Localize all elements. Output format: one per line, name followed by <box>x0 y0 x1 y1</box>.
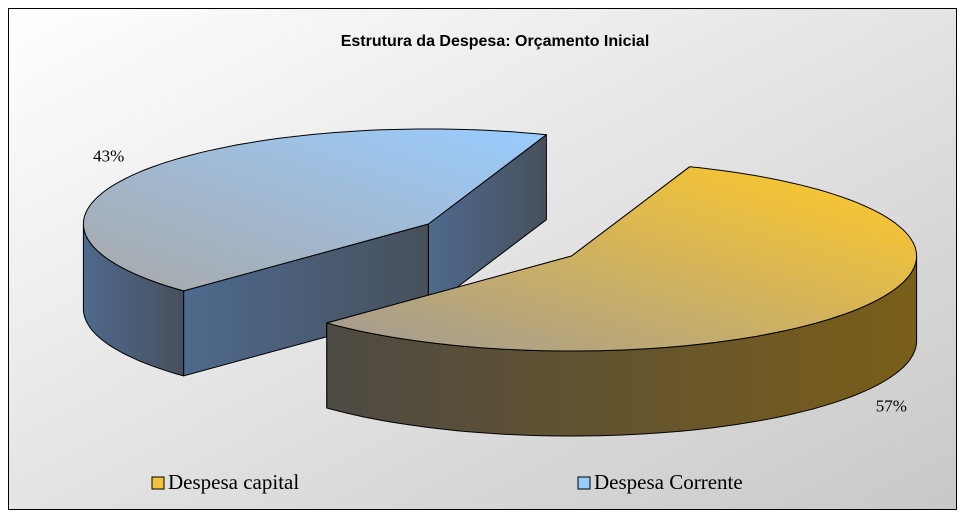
data-label: 57% <box>876 396 907 415</box>
legend-label: Despesa Corrente <box>594 470 743 494</box>
slice <box>326 166 918 352</box>
legend-label: Despesa capital <box>168 470 299 494</box>
slice <box>82 128 547 292</box>
legend-swatch <box>577 476 591 490</box>
data-label: 43% <box>93 146 124 165</box>
legend-swatch <box>151 476 165 490</box>
chart-title: Estrutura da Despesa: Orçamento Inicial <box>341 33 650 50</box>
